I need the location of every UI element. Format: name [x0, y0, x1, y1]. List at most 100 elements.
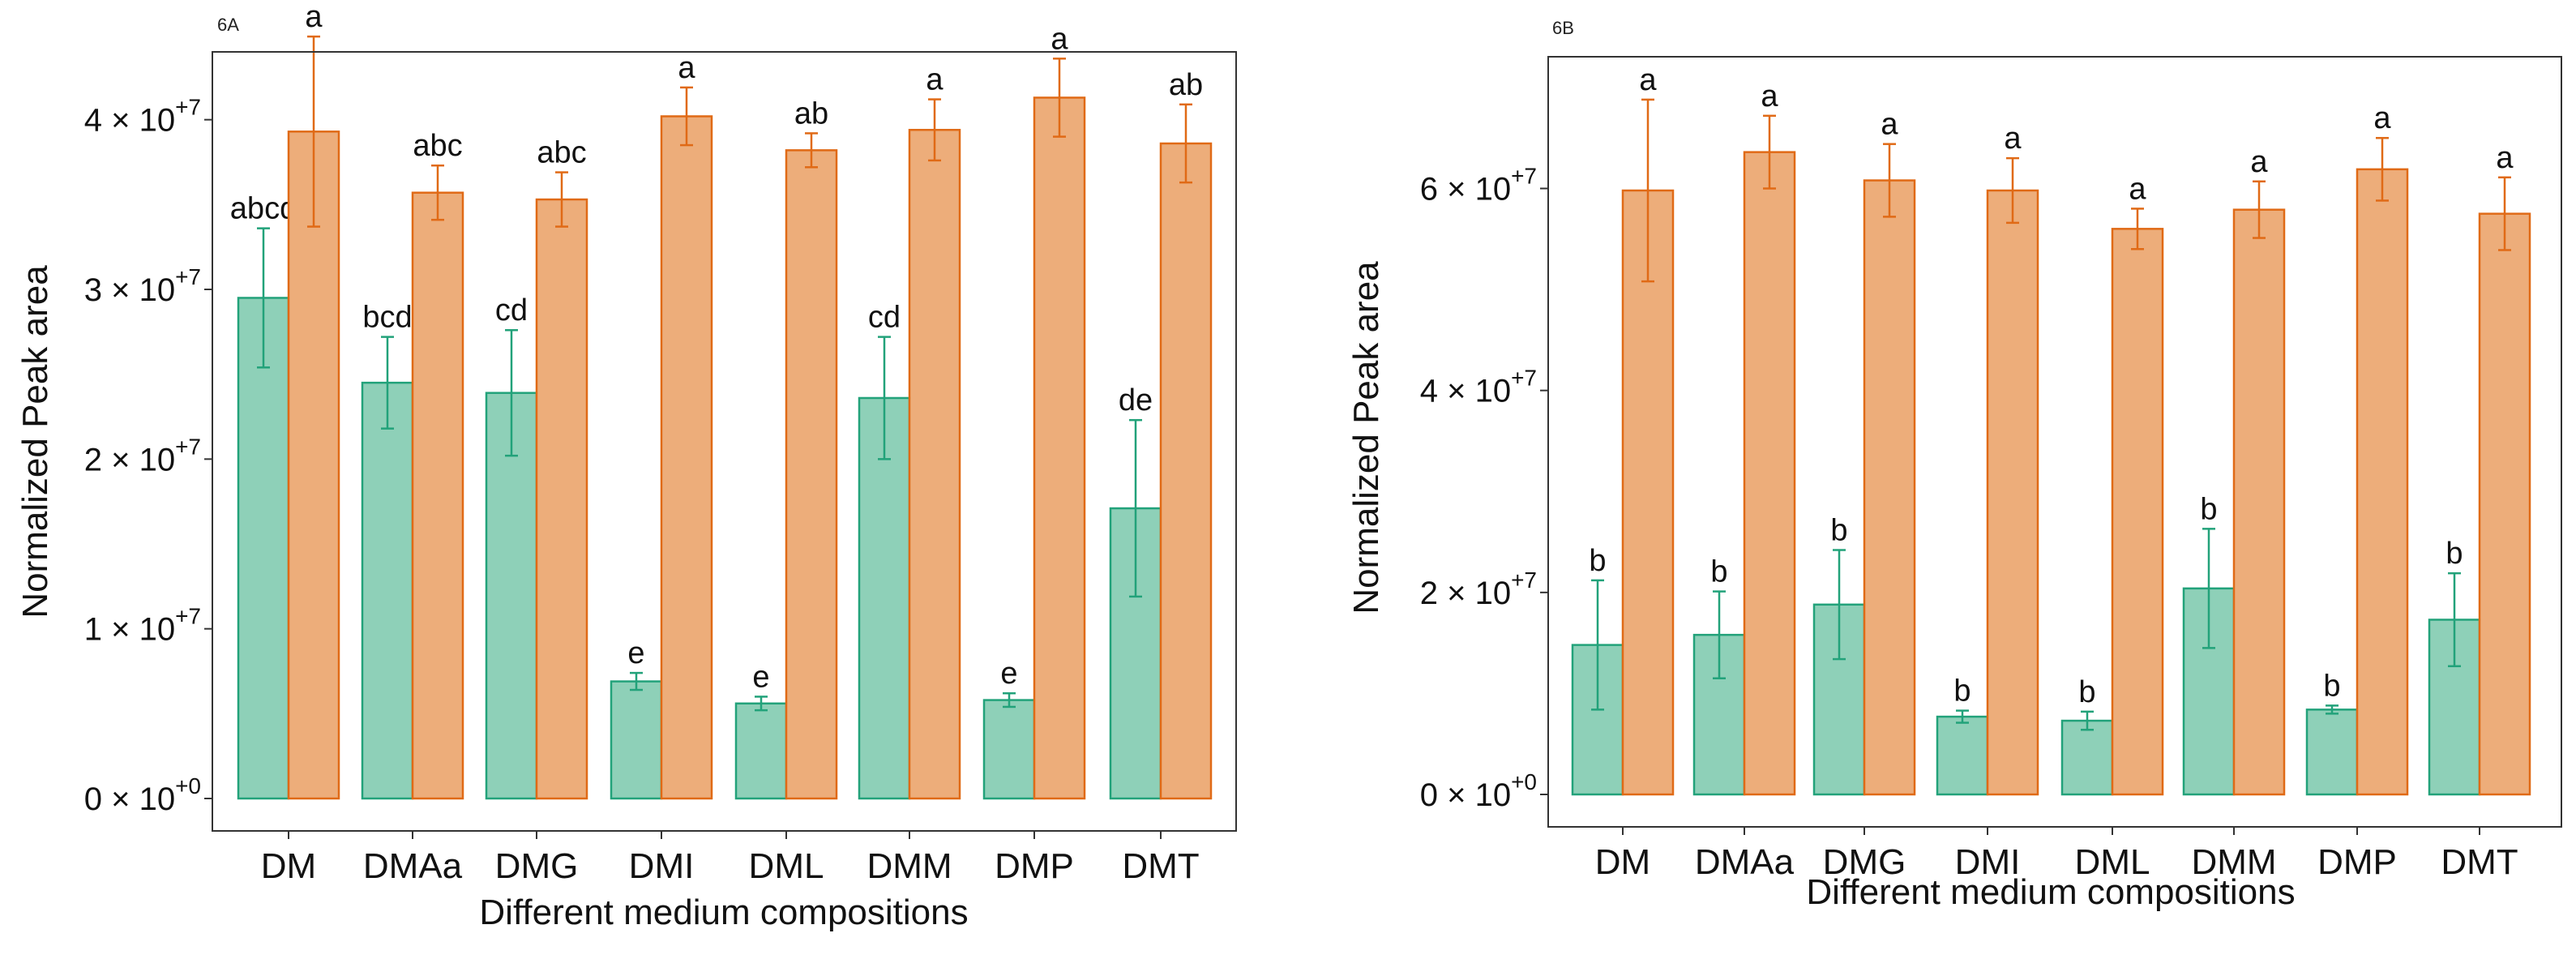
bar-green-dmi [1936, 715, 1989, 796]
x-axis-title-6a: Different medium compositions [479, 893, 968, 932]
bar-green-dm [237, 297, 290, 800]
bar-orange-dmaa [1743, 151, 1796, 796]
sig-label-green-dmaa: bcd [362, 301, 412, 335]
bar-orange-dm [1621, 189, 1675, 796]
sig-label-orange-dmg: abc [537, 136, 586, 170]
y-tick-mantissa: 2 × 10 [84, 442, 175, 477]
y-tick-label-6b: 4 × 10+7 [1420, 366, 1537, 409]
bar-orange-dmi [660, 115, 713, 800]
bar-orange-dmaa [411, 191, 464, 800]
bar-orange-dmp [1033, 96, 1086, 800]
panel-6b: 6B0 × 10+02 × 10+74 × 10+76 × 10+7baDMba… [1346, 18, 2562, 912]
sig-label-green-dml: b [2078, 675, 2095, 709]
sig-label-green-dm: b [1589, 544, 1606, 578]
bar-orange-dmi [1986, 189, 2039, 796]
y-tick-label-6a: 4 × 10+7 [84, 95, 201, 139]
sig-label-green-dml: e [752, 660, 769, 694]
y-tick-label-6a: 0 × 10+0 [84, 773, 201, 817]
y-tick-exponent: +7 [175, 95, 201, 120]
sig-label-orange-dml: ab [794, 96, 828, 131]
y-tick-exponent: +7 [175, 604, 201, 629]
bar-green-dmm [858, 396, 911, 800]
sig-label-green-dmp: b [2323, 669, 2340, 703]
sig-label-orange-dmp: a [1051, 22, 1068, 56]
sig-label-green-dmt: de [1119, 383, 1153, 417]
x-tick-label-dml: DML [2075, 842, 2150, 882]
sig-label-orange-dmaa: abc [413, 129, 462, 163]
bar-green-dml [734, 702, 788, 800]
plot-frame-6a [212, 51, 1237, 832]
x-tick-label-dmp: DMP [995, 846, 1074, 886]
sig-label-green-dmg: cd [495, 293, 528, 328]
bar-orange-dmt [2478, 212, 2531, 796]
x-tick-label-dmi: DMI [629, 846, 695, 886]
y-tick-label-6b: 2 × 10+7 [1420, 567, 1537, 611]
sig-label-orange-dmm: a [926, 63, 944, 97]
sig-label-orange-dml: a [2129, 172, 2146, 206]
y-tick-exponent: +7 [175, 264, 201, 289]
y-tick-label-6b: 0 × 10+0 [1420, 769, 1537, 813]
sig-label-orange-dmg: a [1881, 108, 1898, 142]
sig-label-green-dmi: b [1953, 674, 1971, 709]
sig-label-orange-dm: a [1639, 63, 1657, 97]
x-tick-label-dml: DML [749, 846, 824, 886]
x-tick-label-dmaa: DMAa [1695, 842, 1795, 882]
x-tick-label-dmi: DMI [1955, 842, 2021, 882]
y-tick-mantissa: 6 × 10 [1420, 172, 1511, 208]
y-tick-label-6b: 6 × 10+7 [1420, 164, 1537, 208]
x-tick-label-dmaa: DMAa [363, 846, 463, 886]
x-tick-label-dm: DM [261, 846, 316, 886]
x-tick-label-dmm: DMM [2191, 842, 2276, 882]
y-tick-label-6a: 2 × 10+7 [84, 434, 201, 477]
y-tick-label-6a: 1 × 10+7 [84, 604, 201, 648]
y-tick-exponent: +0 [175, 773, 201, 798]
bar-orange-dmp [2356, 168, 2409, 796]
y-tick-exponent: +7 [1511, 164, 1537, 189]
sig-label-green-dmt: b [2445, 537, 2463, 571]
sig-label-orange-dm: a [305, 0, 323, 34]
x-tick-label-dmp: DMP [2317, 842, 2397, 882]
sig-label-orange-dmaa: a [1761, 79, 1778, 113]
y-tick-exponent: +0 [1511, 769, 1537, 794]
sig-label-green-dmi: e [627, 636, 644, 670]
bar-green-dmaa [361, 381, 414, 800]
y-tick-exponent: +7 [1511, 567, 1537, 593]
bar-green-dmp [982, 699, 1036, 800]
y-tick-mantissa: 0 × 10 [1420, 777, 1511, 813]
sig-label-orange-dmi: a [678, 51, 695, 85]
sig-label-green-dmg: b [1830, 514, 1847, 548]
y-tick-mantissa: 4 × 10 [84, 103, 175, 139]
bar-green-dml [2060, 719, 2114, 796]
sig-label-green-dmaa: b [1710, 555, 1727, 589]
x-tick-label-dmm: DMM [867, 846, 952, 886]
bar-orange-dmt [1159, 142, 1213, 800]
bar-orange-dmg [535, 198, 588, 800]
bar-orange-dml [785, 149, 838, 800]
y-tick-exponent: +7 [1511, 366, 1537, 391]
y-axis-title-6a: Normalized Peak area [15, 265, 55, 619]
sig-label-orange-dmi: a [2004, 122, 2022, 156]
y-tick-mantissa: 3 × 10 [84, 272, 175, 308]
plot-frame-6b [1547, 56, 2562, 828]
sig-label-green-dmm: cd [868, 301, 901, 335]
sig-label-green-dm: abcd [230, 192, 297, 226]
x-tick-label-dmt: DMT [2441, 842, 2518, 882]
bar-green-dmi [610, 680, 663, 800]
sig-label-orange-dmm: a [2250, 145, 2268, 179]
sig-label-orange-dmt: ab [1169, 68, 1203, 102]
y-tick-mantissa: 2 × 10 [1420, 576, 1511, 611]
bar-orange-dmm [908, 128, 961, 800]
x-axis-title-6b: Different medium compositions [1806, 872, 2295, 912]
bar-orange-dml [2111, 228, 2164, 796]
sig-label-orange-dmt: a [2496, 141, 2514, 175]
panel-label-6b: 6B [1552, 18, 1574, 38]
y-tick-mantissa: 4 × 10 [1420, 374, 1511, 409]
y-tick-exponent: +7 [175, 434, 201, 459]
bar-orange-dmg [1863, 179, 1916, 796]
x-tick-label-dmg: DMG [1823, 842, 1906, 882]
bar-green-dmp [2305, 709, 2359, 796]
bar-orange-dm [287, 131, 340, 800]
x-tick-label-dmt: DMT [1122, 846, 1199, 886]
panel-6a: 6A0 × 10+01 × 10+72 × 10+73 × 10+74 × 10… [15, 0, 1237, 932]
